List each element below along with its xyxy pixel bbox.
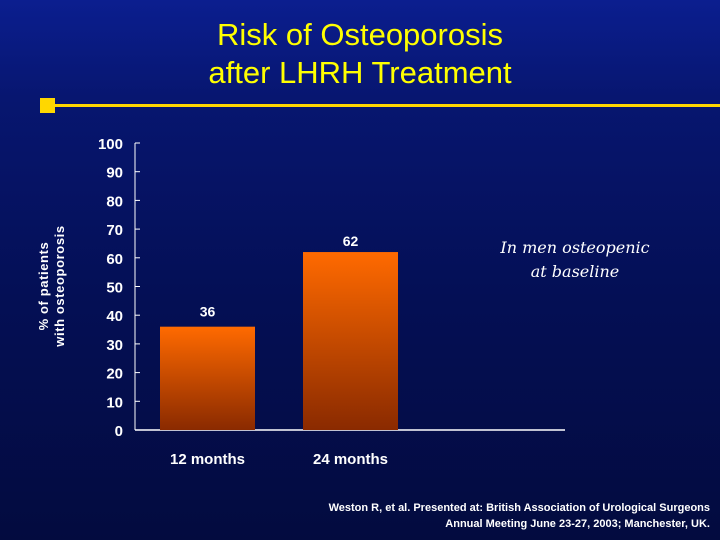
x-category-label: 12 months bbox=[170, 451, 245, 468]
title-divider-rule bbox=[55, 104, 720, 107]
y-tick-label: 50 bbox=[106, 280, 123, 297]
annotation-line-2: at baseline bbox=[530, 262, 620, 281]
y-tick-label: 40 bbox=[106, 308, 123, 325]
citation-line-2: Annual Meeting June 23-27, 2003; Manches… bbox=[445, 518, 710, 530]
title-line-2: after LHRH Treatment bbox=[208, 55, 512, 90]
y-tick-label: 30 bbox=[106, 337, 123, 354]
chart-annotation: In men osteopenic at baseline bbox=[490, 236, 660, 284]
bar-data-label: 36 bbox=[200, 304, 216, 320]
citation: Weston R, et al. Presented at: British A… bbox=[190, 500, 710, 532]
y-tick-label: 20 bbox=[106, 366, 123, 383]
title-bullet-square bbox=[40, 98, 55, 113]
y-tick-label: 90 bbox=[106, 165, 123, 182]
bar-2 bbox=[303, 252, 398, 430]
citation-line-1: Weston R, et al. Presented at: British A… bbox=[328, 502, 710, 514]
y-tick-label: 0 bbox=[115, 423, 123, 440]
bar-data-label: 62 bbox=[343, 233, 359, 249]
y-tick-label: 80 bbox=[106, 193, 123, 210]
annotation-line-1: In men osteopenic bbox=[500, 238, 650, 257]
y-tick-label: 10 bbox=[106, 394, 123, 411]
y-tick-label: 100 bbox=[98, 136, 123, 153]
y-tick-label: 70 bbox=[106, 222, 123, 239]
slide-title: Risk of Osteoporosis after LHRH Treatmen… bbox=[0, 16, 720, 92]
title-line-1: Risk of Osteoporosis bbox=[217, 17, 503, 52]
x-category-label: 24 months bbox=[313, 451, 388, 468]
y-tick-label: 60 bbox=[106, 251, 123, 268]
bar-1 bbox=[160, 326, 255, 430]
